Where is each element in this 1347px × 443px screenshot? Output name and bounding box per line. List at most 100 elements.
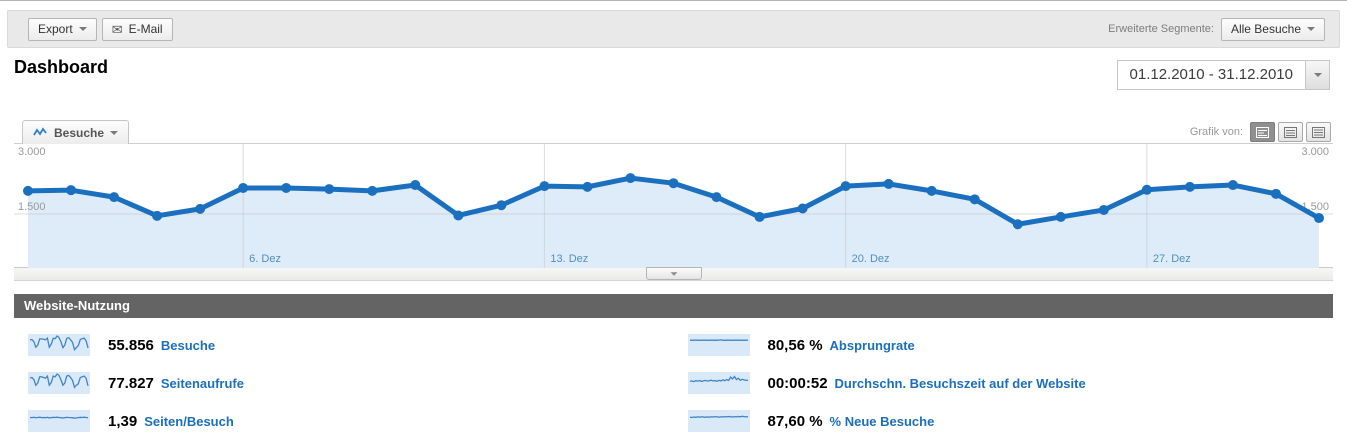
date-range-dropdown-button[interactable] bbox=[1306, 60, 1330, 90]
chart-point[interactable] bbox=[152, 210, 163, 221]
chart-point[interactable] bbox=[1012, 219, 1023, 230]
chart-point[interactable] bbox=[625, 173, 636, 184]
stat-value: 87,60 % bbox=[767, 412, 823, 430]
graph-tabs-row: Besuche Grafik von: bbox=[14, 120, 1333, 144]
graph-view-single-button[interactable] bbox=[1250, 122, 1275, 142]
chart-point[interactable] bbox=[582, 181, 593, 192]
chart-point[interactable] bbox=[1098, 204, 1109, 215]
x-axis-date-label: 6. Dez bbox=[249, 253, 281, 265]
sparkline-path bbox=[689, 375, 748, 383]
tab-besuche[interactable]: Besuche bbox=[22, 120, 130, 144]
chart-point[interactable] bbox=[410, 180, 421, 191]
website-usage-stats: 55.856 Besuche 77.827 Seitenaufrufe 1,39… bbox=[14, 326, 1333, 440]
sparkline-path bbox=[29, 335, 89, 352]
stat-neue-besuche: 87,60 % % Neue Besuche bbox=[674, 402, 1334, 440]
sparkline-svg bbox=[689, 339, 748, 341]
stat-link-absprungrate[interactable]: Absprungrate bbox=[829, 337, 915, 353]
y-axis-label: 3.000 bbox=[1301, 146, 1329, 158]
chart-point[interactable] bbox=[539, 181, 550, 192]
chart-point[interactable] bbox=[1227, 180, 1238, 191]
email-button-label: E-Mail bbox=[128, 22, 163, 36]
chart-point[interactable] bbox=[1314, 213, 1324, 224]
chart-point[interactable] bbox=[109, 192, 120, 203]
stat-besuchszeit: 00:00:52 Durchschn. Besuchszeit auf der … bbox=[674, 364, 1334, 402]
sparkline-svg bbox=[29, 373, 89, 389]
stat-value: 55.856 bbox=[108, 336, 154, 354]
y-axis-label: 1.500 bbox=[18, 201, 46, 213]
segments-control: Erweiterte Segmente: Alle Besuche bbox=[1108, 17, 1325, 41]
sparkline-path bbox=[29, 416, 89, 419]
chart-point[interactable] bbox=[496, 200, 507, 211]
chart-point[interactable] bbox=[883, 178, 894, 189]
sparkline-path bbox=[29, 373, 89, 389]
chart-point[interactable] bbox=[754, 211, 765, 222]
chart-point[interactable] bbox=[1184, 181, 1195, 192]
stat-link-besuche[interactable]: Besuche bbox=[160, 337, 216, 353]
x-axis-date-label: 27. Dez bbox=[1153, 253, 1191, 265]
stat-absprungrate: 80,56 % Absprungrate bbox=[674, 326, 1334, 364]
sparkline-svg bbox=[29, 335, 89, 352]
timeline-collapse-handle[interactable] bbox=[645, 267, 702, 280]
chevron-down-icon bbox=[1307, 27, 1315, 31]
graph-view-compare-button[interactable] bbox=[1278, 122, 1303, 142]
stat-value: 00:00:52 bbox=[767, 374, 828, 392]
y-axis-label: 3.000 bbox=[18, 146, 46, 158]
graph-view-stacked-button[interactable] bbox=[1306, 122, 1331, 142]
visits-chart[interactable]: 3.000 3.000 1.500 1.500 6. Dez 13. Dez 20. Dez… bbox=[14, 144, 1333, 268]
chart-point[interactable] bbox=[324, 184, 335, 195]
chevron-down-icon bbox=[670, 271, 677, 276]
chart-point[interactable] bbox=[453, 210, 464, 221]
x-axis-date-label: 13. Dez bbox=[550, 253, 588, 265]
chart-point[interactable] bbox=[840, 181, 851, 192]
chevron-down-icon bbox=[1313, 73, 1322, 77]
date-range-picker[interactable]: 01.12.2010 - 31.12.2010 bbox=[1116, 60, 1330, 90]
stat-value: 80,56 % bbox=[767, 336, 823, 354]
sparkline-svg bbox=[689, 375, 748, 383]
chart-point[interactable] bbox=[281, 182, 292, 193]
stat-seitenaufrufe: 77.827 Seitenaufrufe bbox=[14, 364, 674, 402]
segments-dropdown[interactable]: Alle Besuche bbox=[1220, 17, 1325, 41]
x-axis-date-label: 20. Dez bbox=[852, 253, 890, 265]
sparkline-svg bbox=[29, 416, 89, 419]
sparkline-icon bbox=[33, 127, 47, 136]
stat-value: 77.827 bbox=[108, 374, 154, 392]
besuche-sparkline bbox=[28, 334, 90, 356]
segments-label: Erweiterte Segmente: bbox=[1108, 23, 1214, 35]
email-button[interactable]: ✉ E-Mail bbox=[101, 17, 173, 41]
stat-link-neue-besuche[interactable]: % Neue Besuche bbox=[829, 413, 935, 429]
graph-view-switcher: Grafik von: bbox=[1190, 122, 1331, 142]
chart-point[interactable] bbox=[1055, 211, 1066, 222]
absprungrate-sparkline bbox=[687, 334, 750, 356]
stat-link-seiten-besuch[interactable]: Seiten/Besuch bbox=[144, 413, 234, 429]
chevron-down-icon bbox=[78, 27, 87, 31]
chart-point[interactable] bbox=[1270, 188, 1281, 199]
single-graph-icon bbox=[1256, 126, 1269, 138]
chart-point[interactable] bbox=[668, 178, 679, 189]
chart-point[interactable] bbox=[1141, 184, 1152, 195]
chart-point[interactable] bbox=[797, 203, 808, 214]
chart-point[interactable] bbox=[367, 185, 378, 196]
stat-link-besuchszeit[interactable]: Durchschn. Besuchszeit auf der Website bbox=[834, 375, 1086, 391]
neue-besuche-sparkline bbox=[687, 410, 750, 432]
export-button[interactable]: Export bbox=[28, 17, 97, 41]
stat-link-seitenaufrufe[interactable]: Seitenaufrufe bbox=[160, 375, 244, 391]
chart-point[interactable] bbox=[23, 185, 33, 196]
seiten-besuch-sparkline bbox=[28, 410, 90, 432]
chart-point[interactable] bbox=[195, 203, 206, 214]
chart-point[interactable] bbox=[66, 185, 77, 196]
chevron-down-icon bbox=[110, 130, 119, 135]
segments-value: Alle Besuche bbox=[1230, 22, 1301, 36]
chart-point[interactable] bbox=[711, 192, 722, 203]
export-button-label: Export bbox=[38, 22, 73, 36]
website-usage-header: Website-Nutzung bbox=[14, 294, 1333, 318]
chart-point[interactable] bbox=[238, 182, 249, 193]
split-graph-icon bbox=[1284, 126, 1297, 138]
date-range-value: 01.12.2010 - 31.12.2010 bbox=[1116, 60, 1306, 90]
chart-area-fill bbox=[28, 178, 1319, 268]
timeline-scrollbar[interactable] bbox=[14, 267, 1333, 281]
chart-point[interactable] bbox=[926, 185, 937, 196]
list-graph-icon bbox=[1312, 126, 1325, 138]
chart-point[interactable] bbox=[969, 194, 980, 205]
